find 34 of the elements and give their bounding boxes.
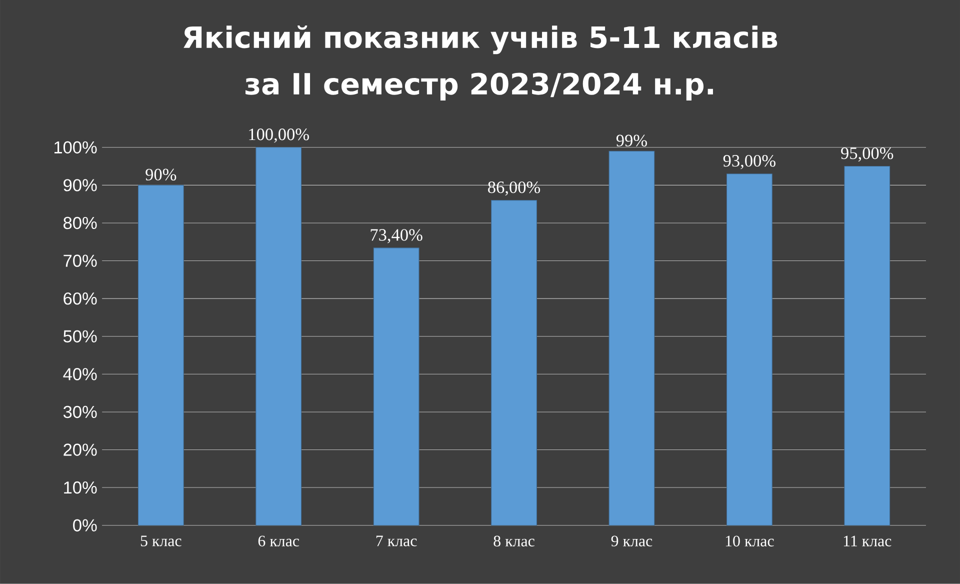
y-tick-label: 70% [64, 254, 97, 267]
data-label: 90% [146, 168, 176, 181]
x-tick-label: 10 клас [726, 536, 774, 546]
y-tick-label: 30% [63, 406, 97, 418]
bar [726, 174, 772, 526]
data-label: 99% [616, 134, 647, 147]
bar [608, 150, 655, 526]
y-tick-label: 100% [54, 141, 97, 154]
bar [844, 166, 890, 526]
chart-subtitle: за ІІ семестр 2023/2024 н.р. [246, 72, 713, 101]
data-label: 93,00% [723, 155, 776, 170]
y-tick-label: 20% [64, 444, 97, 456]
x-tick-label: 9 клас [611, 536, 652, 546]
data-label: 86,00% [488, 182, 540, 196]
data-label: 73,40% [370, 229, 422, 244]
y-tick-label: 90% [64, 179, 97, 192]
bar [138, 184, 184, 526]
x-tick-label: 11 клас [844, 536, 892, 546]
x-tick-label: 7 клас [376, 536, 417, 546]
y-tick-label: 60% [64, 292, 97, 305]
bar [491, 200, 537, 526]
x-tick-label: 6 клас [258, 536, 300, 546]
chart-title: Якісний показник учнів 5-11 класів [184, 25, 778, 54]
y-tick-label: 10% [64, 481, 97, 494]
y-tick-label: 0% [73, 519, 97, 532]
y-tick-label: 80% [64, 216, 97, 230]
x-tick-label: 8 клас [494, 536, 534, 546]
data-label: 95,00% [841, 147, 894, 162]
bar [373, 248, 420, 526]
y-tick-label: 50% [63, 330, 97, 343]
data-label: 100,00% [249, 128, 309, 143]
bar [256, 147, 302, 526]
x-tick-label: 5 клас [140, 536, 182, 546]
y-tick-label: 40% [63, 368, 97, 380]
